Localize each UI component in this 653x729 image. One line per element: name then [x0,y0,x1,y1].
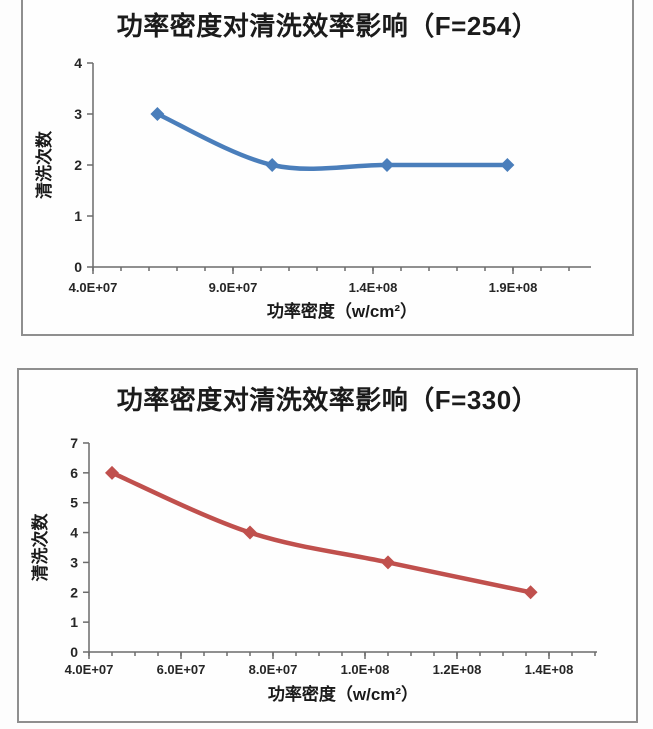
y-tick-label: 4 [74,55,82,71]
data-point-marker [105,465,119,480]
x-tick-label: 1.0E+08 [341,662,390,677]
data-point-marker [265,158,280,172]
y-tick-label: 4 [70,525,78,541]
data-point-marker [381,555,395,570]
y-tick-label: 1 [70,614,78,630]
y-tick-label: 1 [74,208,82,224]
line-chart-f330: 0 1 2 3 4 5 6 7 4.0E+07 6.0E+07 8.0E+07 1.0E+08 1.2E… [30,435,597,704]
x-axis-title: 功率密度（w/cm²） [268,684,418,704]
x-tick-label: 4.0E+07 [65,662,114,677]
chart-title-f330: 功率密度对清洗效率影响（F=330） [116,385,539,415]
data-point-marker [523,585,538,600]
y-tick-label: 5 [70,495,78,511]
x-tick-label: 1.4E+08 [349,280,398,295]
x-tick-label: 6.0E+07 [157,662,206,677]
y-tick-label: 0 [70,644,78,660]
x-tick-label: 1.2E+08 [433,662,482,677]
y-tick-label: 3 [70,554,78,570]
y-tick-label: 0 [74,259,82,275]
data-point-marker [243,525,257,540]
chart-card-f254: 功率密度对清洗效率影响（F=254） 0 1 2 3 4 4.0E+07 9.0E+07 1.… [21,0,634,336]
x-axis-title: 功率密度（w/cm²） [267,301,417,321]
y-tick-label: 2 [70,584,78,600]
y-axis-title: 清洗次数 [34,130,54,199]
x-tick-label: 4.0E+07 [69,280,118,295]
chart-title-f254: 功率密度对清洗效率影响（F=254） [116,11,539,41]
y-axis-title: 清洗次数 [30,513,50,582]
data-point-marker [380,158,394,172]
x-tick-label: 9.0E+07 [209,280,258,295]
x-tick-label: 1.9E+08 [489,280,538,295]
series-line [155,111,510,172]
data-point-marker [150,107,165,121]
x-tick-label: 8.0E+07 [249,662,298,677]
x-tick-label: 1.4E+08 [525,662,574,677]
y-tick-label: 2 [74,157,82,173]
data-point-marker [500,158,515,172]
y-tick-label: 6 [70,465,78,481]
y-tick-label: 7 [70,435,78,451]
series-line [109,470,533,595]
chart-card-f330: 功率密度对清洗效率影响（F=330） 0 1 2 3 4 5 6 7 4.0E+07 6.0E+0… [17,368,638,723]
y-tick-label: 3 [74,106,82,122]
line-chart-f254: 0 1 2 3 4 4.0E+07 9.0E+07 1.4E+08 1.9E+08 功率密度（w/… [34,55,591,321]
